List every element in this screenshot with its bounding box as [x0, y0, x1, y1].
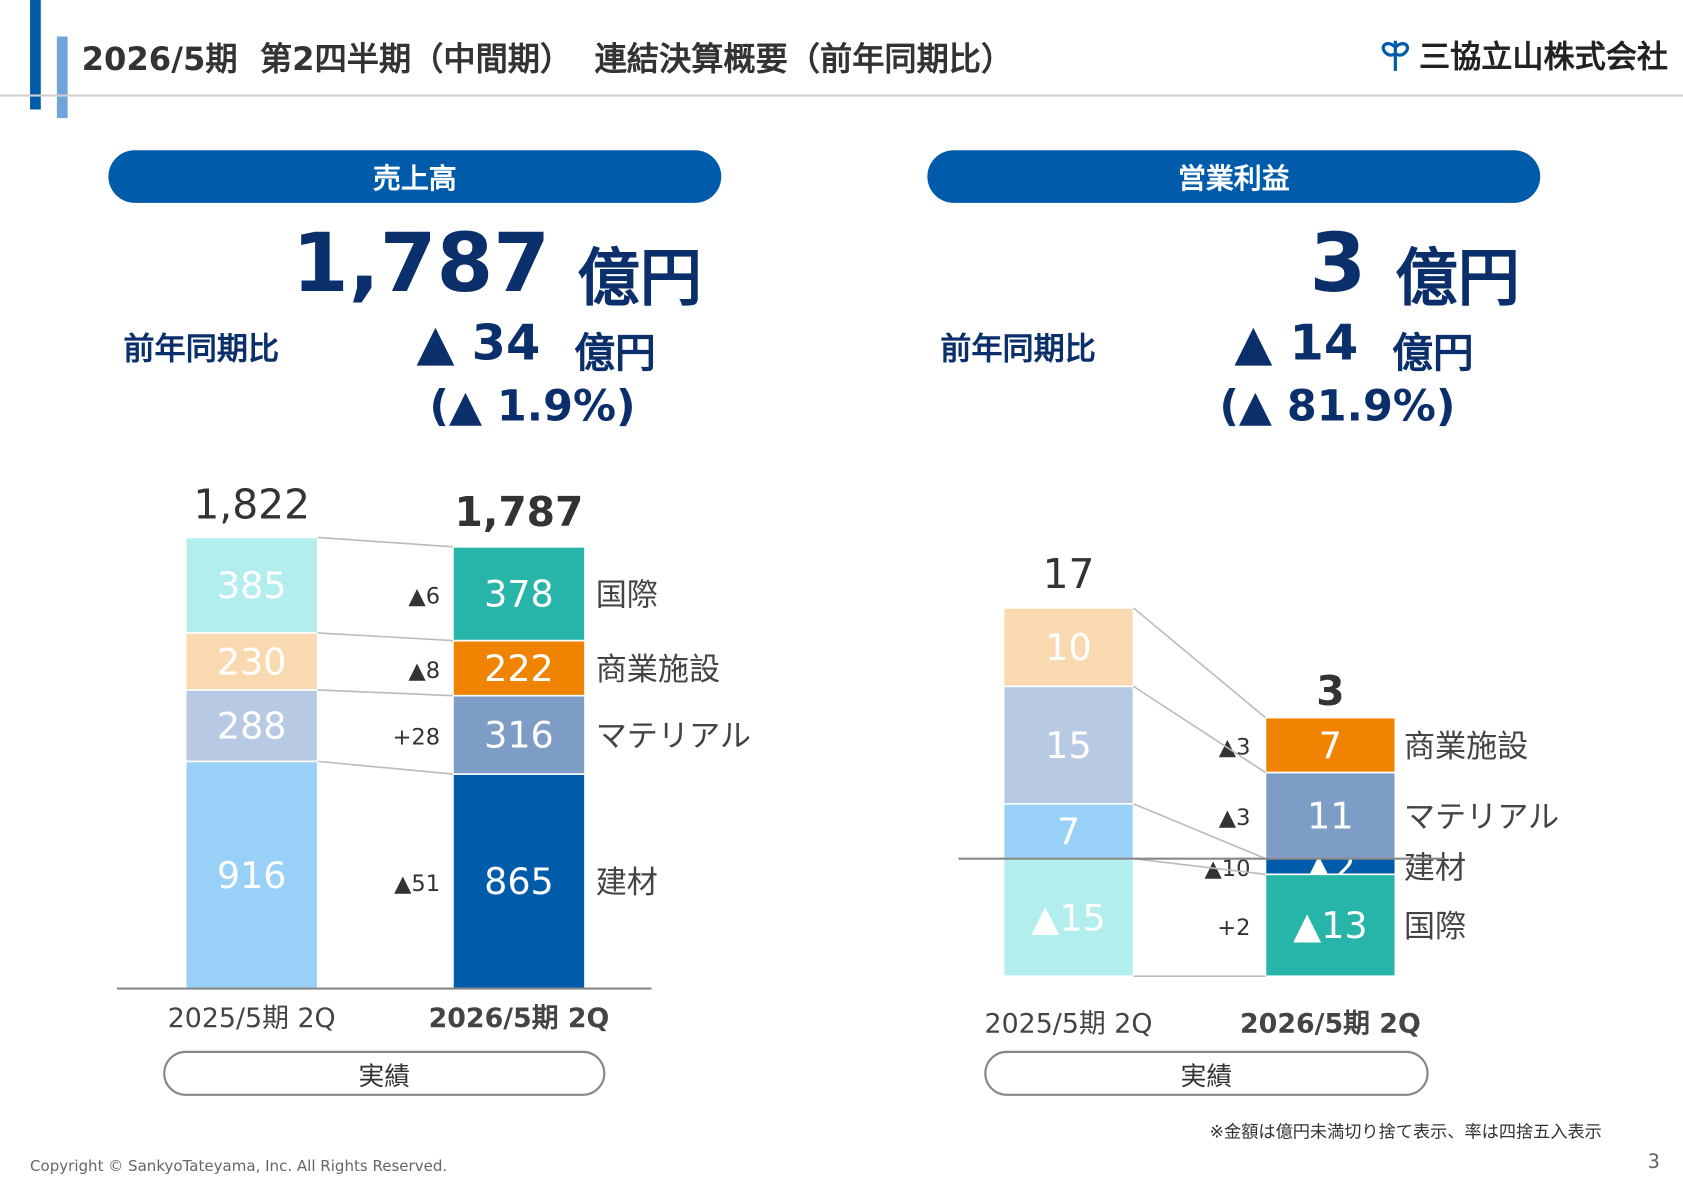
bar-segment — [452, 639, 586, 697]
segment-delta-label: ▲6 — [408, 583, 440, 609]
bar-segment — [1002, 685, 1135, 805]
page-number: 3 — [1647, 1150, 1660, 1174]
op-income-yoy-value: ▲ 14 — [1234, 313, 1359, 372]
bar-segment — [452, 694, 586, 775]
segment-value-label: 11 — [1307, 794, 1353, 837]
segment-value-label: ▲15 — [1031, 896, 1105, 939]
segment-value-label: 916 — [217, 854, 287, 897]
x-category-label: 2026/5期 2Q — [1240, 1009, 1421, 1040]
segment-delta-label: +2 — [1217, 915, 1250, 941]
sales-yoy-pct: (▲ 1.9%) — [429, 382, 636, 432]
sales-yoy-value: ▲ 34 — [416, 313, 541, 372]
connector-line — [317, 760, 454, 775]
segment-name-label: マテリアル — [596, 719, 751, 755]
sales-yoy-label: 前年同期比 — [123, 330, 280, 368]
header-divider — [0, 94, 1683, 97]
op-income-yoy-unit: 億円 — [1392, 329, 1474, 377]
segment-delta-label: +28 — [393, 724, 441, 750]
segment-value-label: 378 — [484, 573, 554, 616]
bar-segment — [1264, 873, 1397, 978]
bar-total-label: 1,787 — [454, 488, 583, 536]
segment-value-label: 865 — [484, 860, 554, 903]
footnote: ※金額は億円未満切り捨て表示、率は四捨五入表示 — [1209, 1121, 1602, 1143]
segment-value-label: 385 — [217, 564, 287, 607]
segment-name-label: 商業施設 — [1404, 729, 1528, 765]
bar-segment — [1264, 771, 1397, 860]
segment-delta-label: ▲51 — [394, 871, 440, 897]
connector-line — [1133, 857, 1266, 876]
x-category-label: 2026/5期 2Q — [429, 1003, 610, 1034]
page-title: 2026/5期 第2四半期（中間期） 連結決算概要（前年同期比） — [81, 40, 1014, 79]
bar-segment — [452, 773, 586, 990]
segment-value-label: 230 — [217, 640, 287, 683]
bar-segment — [184, 760, 319, 990]
segment-value-label: ▲13 — [1293, 904, 1367, 947]
segment-value-label: 10 — [1045, 626, 1091, 669]
sales-caption-pill: 実績 — [163, 1050, 606, 1096]
bar-segment — [1002, 803, 1135, 860]
segment-value-label: 15 — [1045, 724, 1091, 767]
op-income-heading: 営業利益 — [927, 150, 1541, 203]
segment-value-label: 288 — [217, 705, 287, 748]
accent-bar-light — [56, 36, 68, 119]
segment-delta-label: ▲8 — [408, 658, 440, 684]
logo-mark-icon — [1381, 40, 1410, 71]
segment-name-label: 国際 — [596, 578, 658, 614]
bar-segment — [1264, 716, 1397, 774]
bar-segment — [1002, 607, 1135, 688]
sales-yoy-unit: 億円 — [574, 329, 656, 377]
bar-total-label: 17 — [1043, 550, 1095, 598]
op-income-yoy-pct: (▲ 81.9%) — [1219, 382, 1456, 432]
segment-name-label: 建材 — [1404, 850, 1466, 886]
op-income-unit: 億円 — [1395, 241, 1520, 315]
op-income-yoy-label: 前年同期比 — [940, 330, 1096, 368]
bar-total-label: 3 — [1316, 667, 1344, 715]
segment-value-label: 316 — [484, 714, 554, 757]
connector-line — [1133, 685, 1266, 774]
x-category-label: 2025/5期 2Q — [985, 1009, 1153, 1040]
segment-value-label: 7 — [1057, 810, 1080, 853]
op-income-caption-pill: 実績 — [984, 1050, 1429, 1096]
segment-value-label: 7 — [1319, 724, 1342, 767]
connector-line — [1132, 607, 1266, 719]
sales-heading: 売上高 — [108, 150, 722, 203]
bar-segment — [184, 632, 319, 691]
op-income-value: 3 — [1309, 214, 1367, 311]
segment-delta-label: ▲3 — [1219, 805, 1251, 831]
sales-unit: 億円 — [577, 241, 702, 315]
company-logo: 三協立山株式会社 — [1376, 32, 1668, 77]
segment-name-label: 建材 — [596, 865, 658, 901]
segment-name-label: 国際 — [1404, 909, 1466, 945]
connector-line — [317, 689, 453, 697]
x-category-label: 2025/5期 2Q — [168, 1003, 336, 1034]
bar-segment — [452, 546, 586, 642]
bar-total-label: 1,822 — [193, 480, 310, 528]
segment-value-label: 222 — [484, 647, 554, 690]
connector-line — [317, 632, 453, 642]
connector-line — [1133, 803, 1266, 860]
accent-bar — [30, 0, 41, 110]
sales-value: 1,787 — [291, 214, 550, 311]
segment-name-label: マテリアル — [1404, 799, 1559, 835]
connector-line — [317, 536, 454, 548]
bar-segment — [1002, 857, 1135, 978]
segment-delta-label: ▲3 — [1219, 735, 1251, 761]
segment-name-label: 商業施設 — [596, 652, 720, 688]
company-name: 三協立山株式会社 — [1418, 38, 1668, 76]
bar-segment — [184, 536, 319, 634]
copyright: Copyright © SankyoTateyama, Inc. All Rig… — [30, 1158, 448, 1176]
